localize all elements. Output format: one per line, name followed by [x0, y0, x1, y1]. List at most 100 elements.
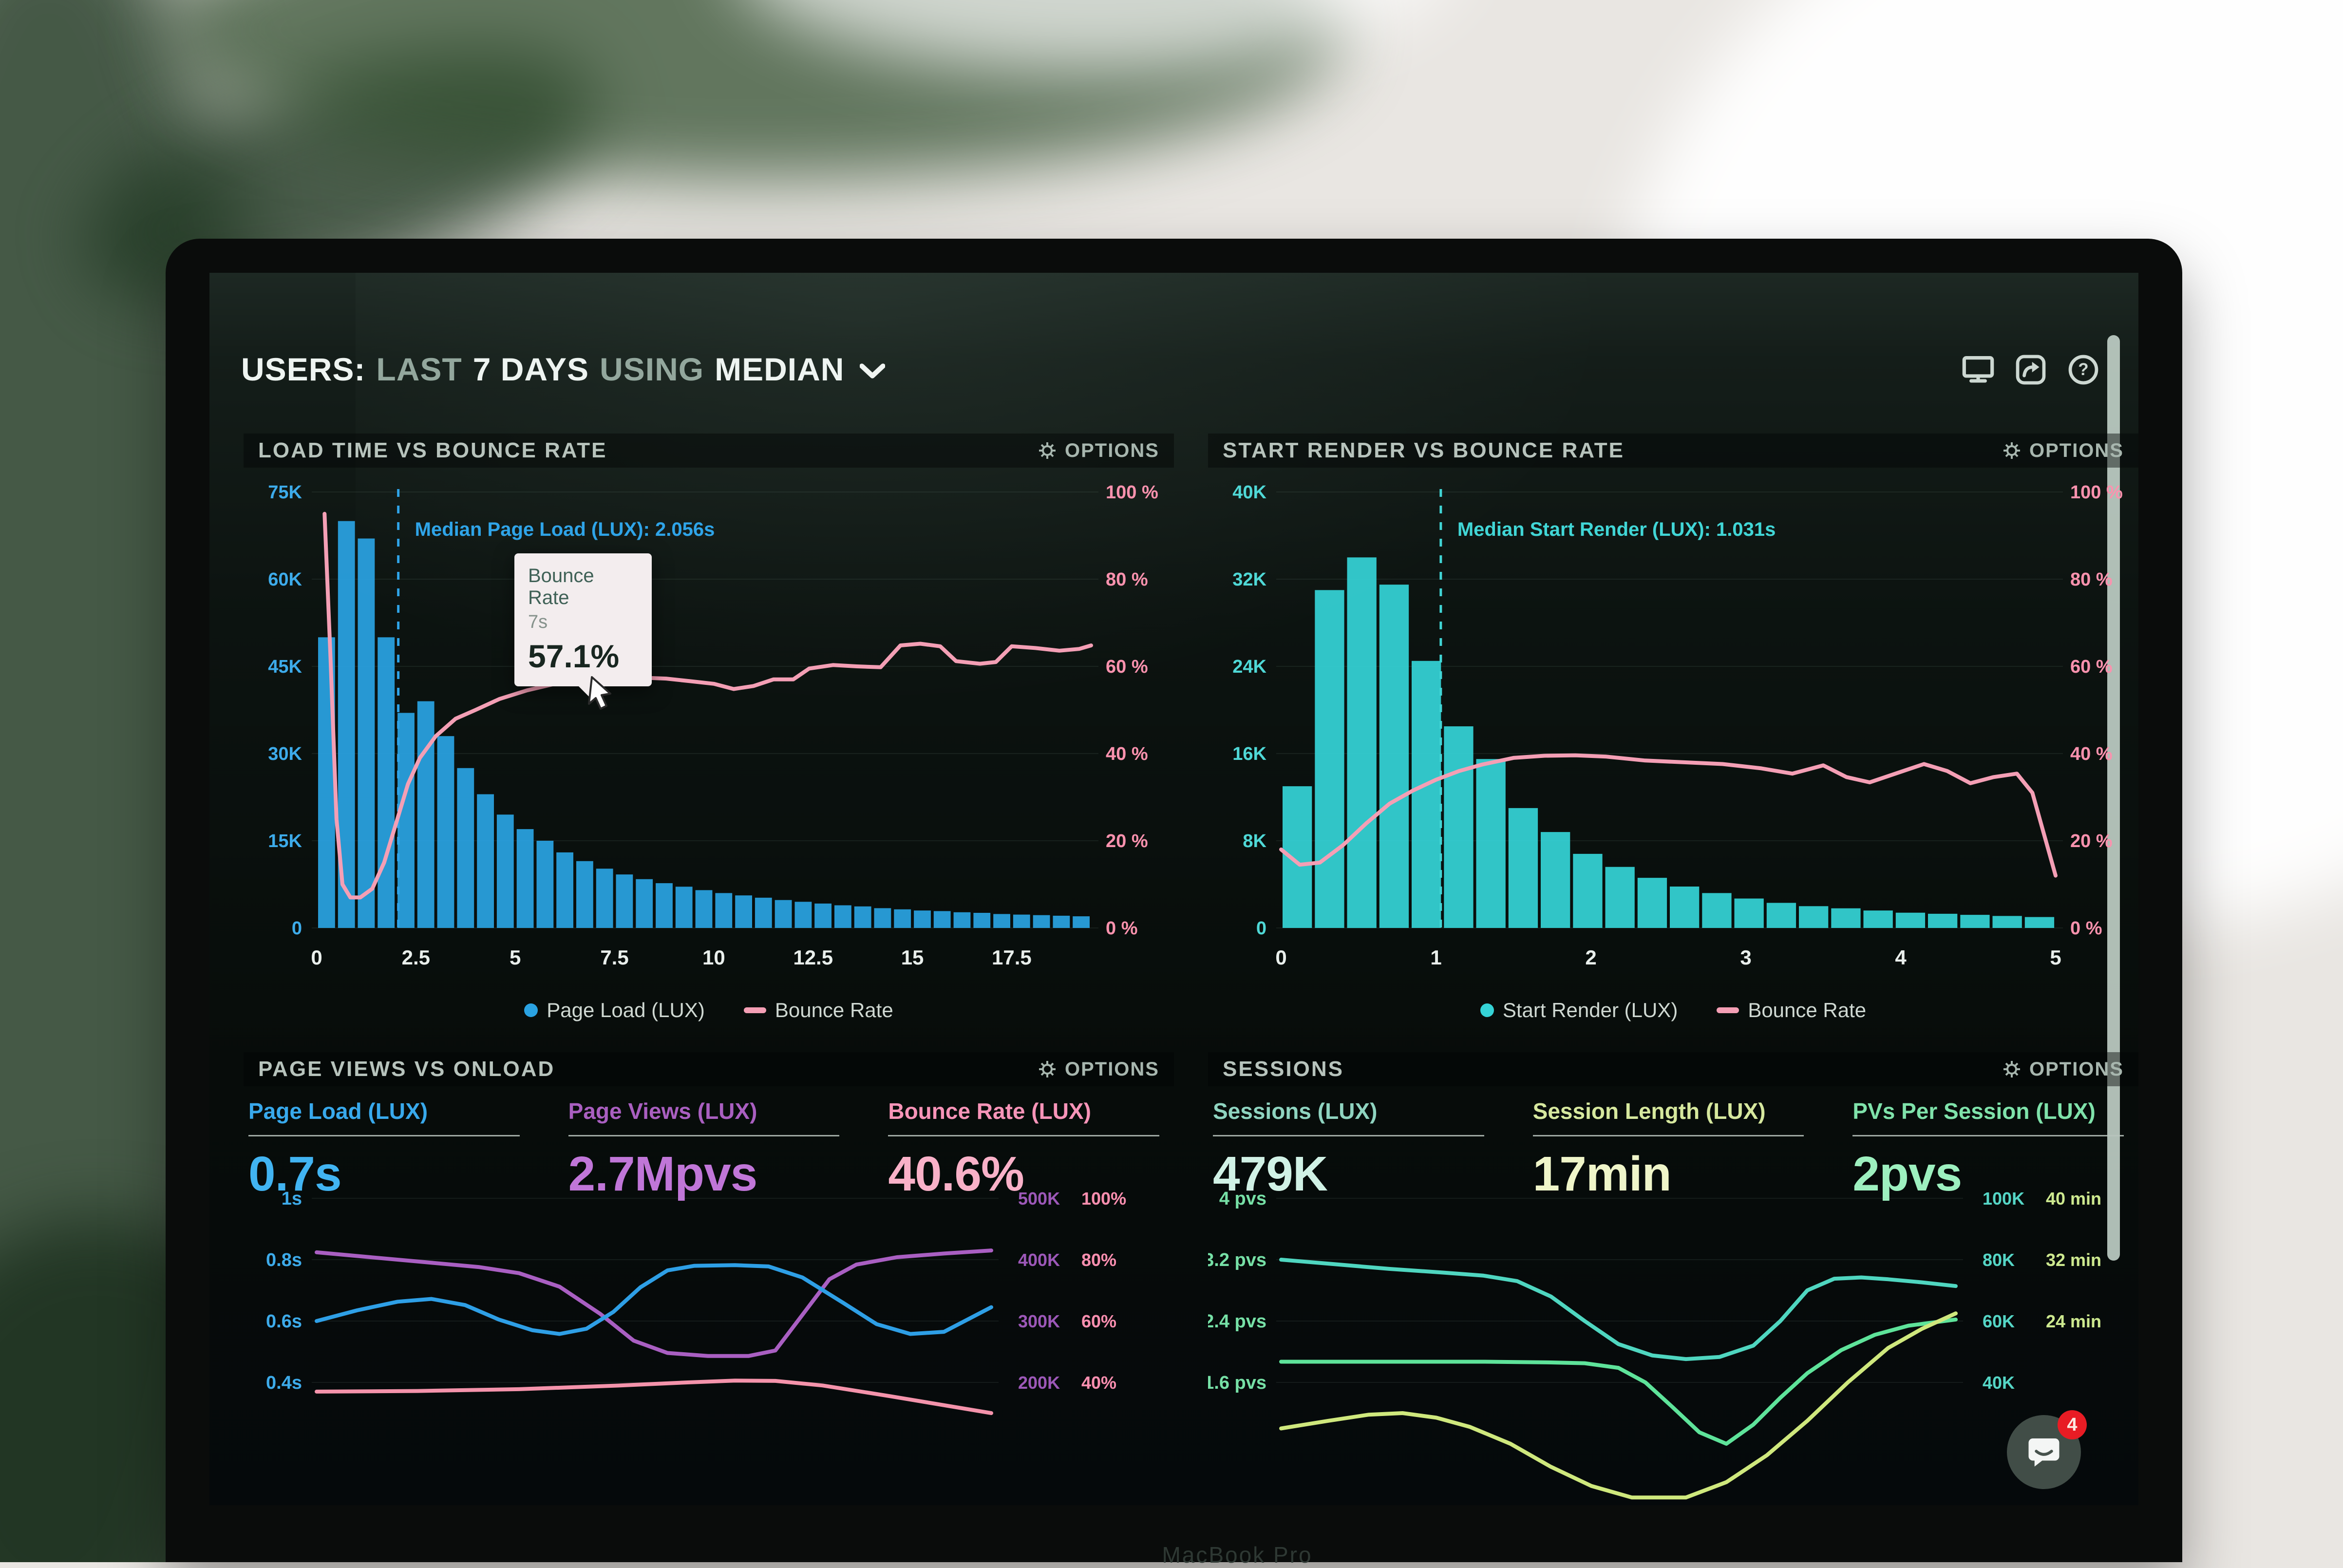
metric-session-length[interactable]: Session Length (LUX) 17min — [1532, 1098, 1804, 1201]
legend-item[interactable]: Start Render (LUX) — [1480, 999, 1678, 1022]
svg-text:0.6s: 0.6s — [266, 1311, 302, 1332]
svg-text:1s: 1s — [282, 1189, 302, 1209]
svg-text:0 %: 0 % — [1106, 918, 1137, 939]
svg-text:60K: 60K — [1983, 1311, 2015, 1331]
svg-text:24 min: 24 min — [2046, 1311, 2101, 1331]
toolbar-icons: ? — [1962, 355, 2099, 385]
svg-text:16K: 16K — [1232, 744, 1266, 764]
metric-sessions[interactable]: Sessions (LUX) 479K — [1213, 1098, 1484, 1201]
panel-start-render-vs-bounce-rate: START RENDER VS BOUNCE RATE OPTIONS 40K 3… — [1208, 434, 2138, 1067]
metrics-row: Sessions (LUX) 479K Session Length (LUX)… — [1208, 1086, 2138, 1201]
gear-icon — [1039, 442, 1056, 459]
svg-text:8K: 8K — [1243, 831, 1266, 851]
display-icon[interactable] — [1962, 355, 1994, 385]
panel-title: LOAD TIME VS BOUNCE RATE — [258, 438, 607, 462]
svg-text:40K: 40K — [1232, 482, 1266, 503]
svg-text:80 %: 80 % — [1106, 569, 1148, 590]
title-users: USERS: — [241, 351, 366, 387]
svg-text:0: 0 — [311, 946, 322, 969]
metric-bounce-rate[interactable]: Bounce Rate (LUX) 40.6% — [888, 1098, 1160, 1201]
legend-item[interactable]: Page Load (LUX) — [524, 999, 705, 1022]
help-icon[interactable]: ? — [2067, 355, 2099, 385]
svg-text:17.5: 17.5 — [992, 946, 1032, 969]
panel-title: START RENDER VS BOUNCE RATE — [1223, 438, 1625, 462]
laptop-brand-label: MacBook Pro — [1162, 1542, 1313, 1568]
title-using: USING — [600, 351, 704, 387]
svg-text:60%: 60% — [1081, 1311, 1116, 1331]
svg-text:0.8s: 0.8s — [266, 1250, 302, 1270]
gear-icon — [2003, 442, 2020, 459]
svg-text:10: 10 — [702, 946, 725, 969]
metrics-row: Page Load (LUX) 0.7s Page Views (LUX) 2.… — [244, 1086, 1174, 1201]
title-median: MEDIAN — [715, 351, 845, 387]
chevron-down-icon[interactable] — [860, 363, 886, 380]
options-button[interactable]: OPTIONS — [1038, 1058, 1159, 1080]
svg-text:0: 0 — [292, 918, 302, 939]
svg-text:4: 4 — [1895, 946, 1907, 969]
svg-text:0 %: 0 % — [2070, 918, 2102, 939]
svg-text:100K: 100K — [1983, 1189, 2024, 1209]
metric-page-load[interactable]: Page Load (LUX) 0.7s — [248, 1098, 520, 1201]
svg-text:60 %: 60 % — [2070, 657, 2113, 677]
svg-text:100 %: 100 % — [2070, 482, 2123, 503]
svg-text:40%: 40% — [1081, 1373, 1116, 1393]
svg-text:?: ? — [2078, 360, 2088, 379]
panel-header: LOAD TIME VS BOUNCE RATE OPTIONS — [244, 434, 1174, 468]
svg-text:32 min: 32 min — [2046, 1250, 2101, 1270]
svg-text:2.4 pvs: 2.4 pvs — [1208, 1311, 1266, 1332]
svg-text:24K: 24K — [1232, 657, 1266, 677]
share-icon[interactable] — [2015, 355, 2047, 385]
chart-tooltip: Bounce Rate 7s 57.1% — [514, 553, 652, 698]
svg-text:1.6 pvs: 1.6 pvs — [1208, 1373, 1266, 1393]
load-time-chart[interactable]: 75K 60K 45K 30K 15K 0 100 % 80 % 60 % 40 % 20 % 0 %… — [244, 477, 1174, 994]
page-load-swatch — [524, 1003, 538, 1017]
svg-text:20 %: 20 % — [1106, 831, 1148, 851]
chat-launcher[interactable]: 4 — [2007, 1410, 2087, 1489]
start-render-chart[interactable]: 40K 32K 24K 16K 8K 0 100 % 80 % 60 % 40 % 20 % 0 % M… — [1208, 477, 2138, 994]
svg-text:5: 5 — [2050, 946, 2061, 969]
svg-text:45K: 45K — [268, 657, 302, 677]
svg-text:0.4s: 0.4s — [266, 1373, 302, 1393]
metric-page-views[interactable]: Page Views (LUX) 2.7Mpvs — [568, 1098, 840, 1201]
sessions-chart[interactable]: 4 pvs 3.2 pvs 2.4 pvs 1.6 pvs 100K 80K 60K 40K 4… — [1208, 1179, 2138, 1505]
svg-text:60K: 60K — [268, 569, 302, 590]
svg-text:100%: 100% — [1081, 1189, 1126, 1209]
options-button[interactable]: OPTIONS — [2002, 1058, 2124, 1080]
legend-item[interactable]: Bounce Rate — [1717, 999, 1866, 1022]
options-button[interactable]: OPTIONS — [2002, 440, 2124, 462]
mouse-cursor — [588, 676, 611, 710]
panel-title: PAGE VIEWS VS ONLOAD — [258, 1057, 555, 1081]
svg-text:3: 3 — [1740, 946, 1751, 969]
svg-text:0: 0 — [1256, 918, 1266, 939]
svg-text:15: 15 — [901, 946, 924, 969]
legend: Page Load (LUX) Bounce Rate — [244, 999, 1174, 1022]
svg-text:0: 0 — [1275, 946, 1286, 969]
gear-icon — [2003, 1061, 2020, 1077]
options-button[interactable]: OPTIONS — [1038, 440, 1159, 462]
bounce-rate-swatch — [743, 1007, 766, 1013]
svg-text:300K: 300K — [1018, 1311, 1060, 1331]
panel-page-views-vs-onload: PAGE VIEWS VS ONLOAD OPTIONS Page Load (… — [244, 1052, 1174, 1505]
dashboard-screen: USERS: LAST 7 DAYS USING MEDIAN ? — [209, 273, 2138, 1505]
svg-text:60 %: 60 % — [1106, 657, 1148, 677]
title-7days: 7 DAYS — [472, 351, 589, 387]
page-views-chart[interactable]: 1s 0.8s 0.6s 0.4s 500K 400K 300K 200K 100% 80% 60%… — [244, 1179, 1174, 1505]
svg-text:80K: 80K — [1983, 1250, 2015, 1270]
legend-item[interactable]: Bounce Rate — [743, 999, 893, 1022]
svg-text:5: 5 — [510, 946, 521, 969]
panel-header: PAGE VIEWS VS ONLOAD OPTIONS — [244, 1052, 1174, 1086]
svg-text:7.5: 7.5 — [600, 946, 628, 969]
panel-sessions: SESSIONS OPTIONS Sessions (LUX) 479K — [1208, 1052, 2138, 1505]
svg-text:100 %: 100 % — [1106, 482, 1158, 503]
metric-pvs-per-session[interactable]: PVs Per Session (LUX) 2pvs — [1852, 1098, 2124, 1201]
dashboard-title[interactable]: USERS: LAST 7 DAYS USING MEDIAN — [241, 346, 886, 392]
svg-text:40 %: 40 % — [1106, 744, 1148, 764]
svg-text:30K: 30K — [268, 744, 302, 764]
start-render-swatch — [1480, 1003, 1494, 1017]
title-last: LAST — [376, 351, 462, 387]
notification-badge[interactable]: 4 — [2058, 1410, 2087, 1439]
svg-text:75K: 75K — [268, 482, 302, 503]
scrollbar[interactable] — [2107, 335, 2120, 1261]
panel-header: SESSIONS OPTIONS — [1208, 1052, 2138, 1086]
gear-icon — [1039, 1061, 1056, 1077]
